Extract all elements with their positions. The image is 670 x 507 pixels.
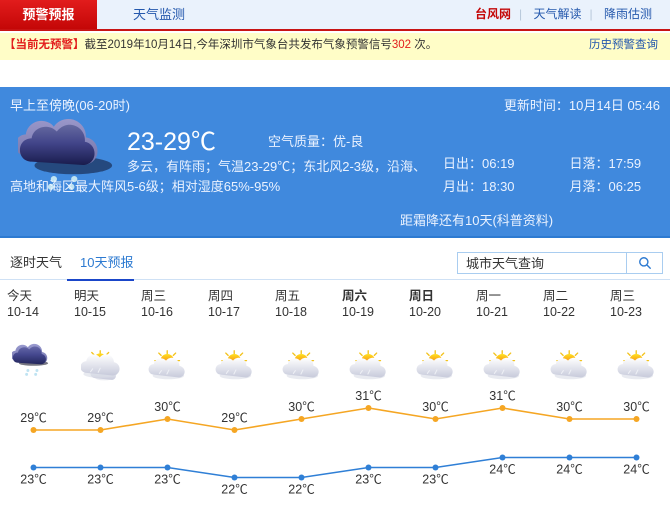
svg-text:31℃: 31℃ [489, 389, 515, 403]
svg-text:30℃: 30℃ [556, 400, 582, 414]
svg-text:24℃: 24℃ [489, 463, 515, 477]
svg-text:22℃: 22℃ [221, 483, 247, 497]
svg-text:30℃: 30℃ [154, 400, 180, 414]
svg-text:30℃: 30℃ [623, 400, 649, 414]
svg-text:29℃: 29℃ [20, 411, 46, 425]
svg-text:23℃: 23℃ [422, 473, 448, 487]
svg-text:23℃: 23℃ [87, 473, 113, 487]
svg-text:30℃: 30℃ [288, 400, 314, 414]
svg-text:30℃: 30℃ [422, 400, 448, 414]
svg-text:23℃: 23℃ [355, 473, 381, 487]
svg-text:23℃: 23℃ [20, 473, 46, 487]
svg-text:23℃: 23℃ [154, 473, 180, 487]
svg-text:29℃: 29℃ [87, 411, 113, 425]
svg-text:24℃: 24℃ [556, 463, 582, 477]
svg-text:24℃: 24℃ [623, 463, 649, 477]
svg-text:31℃: 31℃ [355, 389, 381, 403]
svg-text:29℃: 29℃ [221, 411, 247, 425]
svg-text:22℃: 22℃ [288, 483, 314, 497]
